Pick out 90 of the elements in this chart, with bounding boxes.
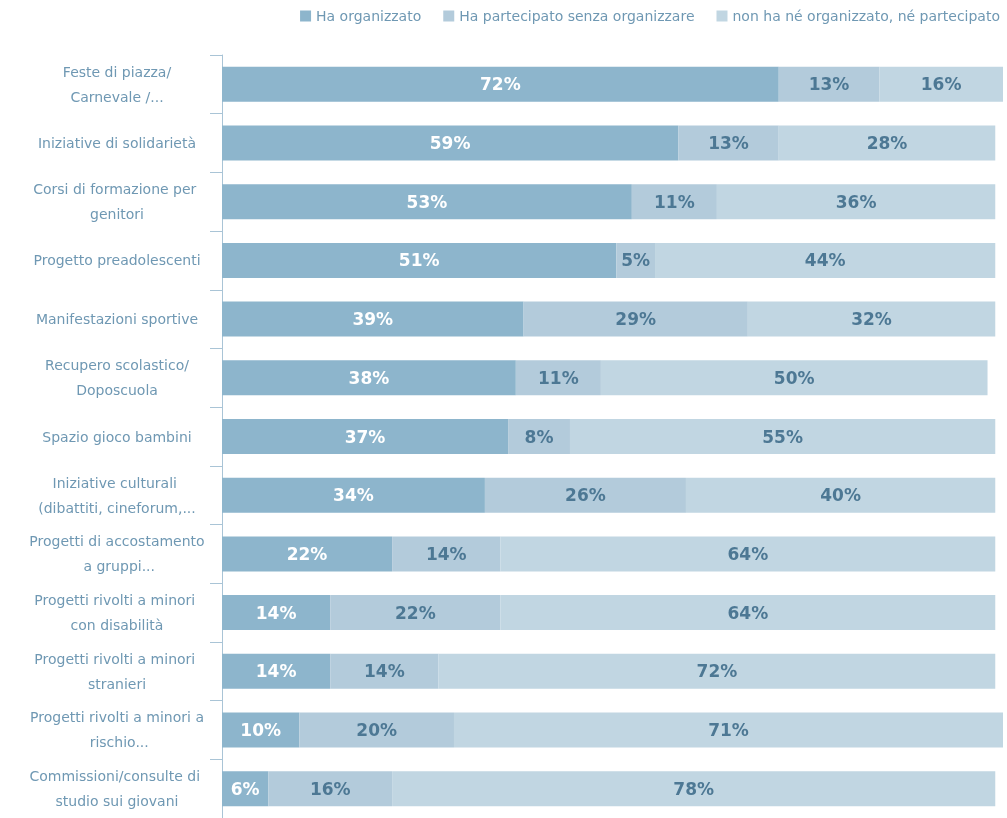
data-label: 14% [255,602,297,623]
data-label: 44% [804,250,846,271]
data-label: 14% [255,661,297,682]
data-label: 40% [820,485,861,506]
bar [299,712,454,748]
y-tick-label: Corsi di formazione per genitori [33,181,201,223]
bar [392,771,996,807]
data-label: 6% [230,778,260,799]
bar [678,125,779,161]
bar [685,477,996,513]
bar [655,242,996,278]
data-label: 50% [773,367,815,388]
bar [631,184,717,220]
data-label: 78% [673,778,715,799]
data-label: 51% [398,250,440,271]
data-label: 20% [356,719,398,740]
bar [484,477,686,513]
data-label: 26% [565,485,606,506]
data-label: 10% [240,719,282,740]
data-label: 64% [727,602,769,623]
bar [222,184,632,220]
data-label: 14% [364,661,405,682]
bar [600,360,988,396]
bar [879,66,1003,102]
bar [438,653,996,689]
legend-label: Ha partecipato senza organizzare [459,8,695,24]
data-label: 53% [406,191,448,212]
bar [222,66,779,102]
bar [222,242,617,278]
bar [330,595,501,631]
y-tick-label: Progetti rivolti a minori stranieri [34,650,200,692]
bar [778,125,996,161]
data-label: 8% [524,426,554,447]
data-label: 22% [286,543,328,564]
data-label: 39% [352,309,394,330]
y-tick-label: Iniziative di solidarietà [37,135,197,152]
data-label: 14% [425,543,467,564]
data-label: 11% [654,191,695,212]
bar [515,360,601,396]
bar [392,536,501,572]
y-tick-label: Progetti di accostamento a gruppi... [29,533,205,575]
data-label: 38% [348,367,390,388]
y-tick-label: Commissioni/consulte di studio sui giovani [29,768,205,810]
data-label: 72% [480,74,521,95]
y-tick-label: Iniziative culturali (dibattiti, cineforum,... [38,474,196,516]
data-label: 71% [708,719,749,740]
bar [523,301,748,337]
bar [222,301,524,337]
data-label: 16% [309,778,351,799]
y-tick-label: Manifestazioni sportive [35,311,199,328]
y-tick-label: Progetti rivolti a minori con disabilità [34,592,200,634]
bar [268,771,393,807]
bar [453,712,1003,748]
bar [747,301,996,337]
bar [569,419,996,454]
data-label: 16% [920,74,962,95]
data-label: 22% [394,602,436,623]
legend-label: non ha né organizzato, né partecipato [732,8,1001,24]
y-tick-label: Spazio gioco bambini [42,428,192,445]
data-label: 5% [621,250,651,271]
bar [222,419,509,454]
data-label: 37% [344,426,386,447]
bar [778,66,880,102]
y-tick-label: Feste di piazza/Carnevale /... [62,63,172,105]
y-tick-label: Progetto preadolescenti [33,252,201,269]
data-label: 59% [429,133,471,154]
y-tick-label: Recupero scolastico/Doposcuola [45,357,190,399]
bar [222,477,485,513]
data-label: 72% [696,661,738,682]
bar [716,184,996,220]
data-label: 64% [727,543,769,564]
data-label: 55% [762,426,803,447]
y-tick-label: Progetti rivolti a minori a rischio... [30,709,204,751]
data-label: 34% [333,485,374,506]
data-label: 36% [835,191,877,212]
bar [222,653,331,689]
data-label: 13% [708,133,749,154]
bar [500,595,996,631]
data-label: 29% [615,309,657,330]
bar [222,536,393,572]
bar [222,595,331,631]
data-label: 13% [808,74,850,95]
bar [330,653,439,689]
bar [500,536,996,572]
legend-label: Ha organizzato [316,8,422,24]
data-label: 28% [866,133,908,154]
data-label: 11% [538,367,579,388]
bar [222,125,679,161]
data-label: 32% [851,309,892,330]
bar [222,360,516,396]
